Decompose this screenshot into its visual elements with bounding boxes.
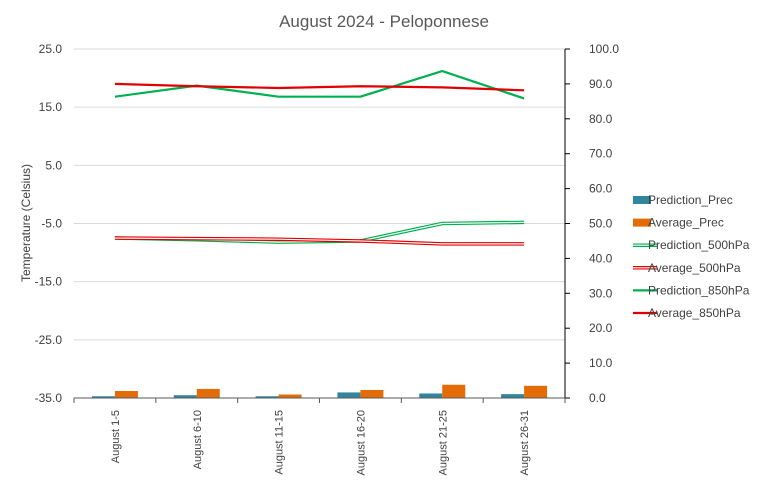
bar-Average_Prec — [360, 389, 384, 398]
legend-label: Average_500hPa — [648, 261, 741, 275]
y2-tick-label: 0.0 — [589, 391, 606, 405]
bar-Average_Prec — [442, 384, 466, 398]
line-Prediction_850hPa — [114, 70, 525, 100]
legend: Prediction_Prec Average_Prec Prediction_50… — [633, 193, 750, 320]
lines — [114, 70, 525, 246]
legend-label: Average_850hPa — [648, 306, 741, 320]
x-tick-label: August 26-31 — [519, 410, 531, 475]
bar-Average_Prec — [524, 385, 548, 398]
bar-Average_Prec — [114, 391, 138, 398]
line-Average_850hPa — [114, 82, 525, 92]
bar-Prediction_Prec — [91, 396, 115, 398]
bar-Average_Prec — [196, 388, 220, 398]
y-tick-label: 25.0 — [39, 42, 63, 56]
x-tick-label: August 1-5 — [110, 410, 122, 463]
y-tick-label: 5.0 — [45, 158, 62, 172]
bar-Prediction_Prec — [501, 394, 525, 398]
x-tick-label: August 11-15 — [274, 410, 286, 475]
y2-tick-label: 100.0 — [589, 42, 619, 56]
bar-Prediction_Prec — [255, 396, 279, 398]
y2-tick-label: 90.0 — [589, 77, 613, 91]
y2-tick-label: 60.0 — [589, 182, 613, 196]
y-axis-title: Temperature (Celsius) — [19, 164, 33, 282]
legend-label: Prediction_500hPa — [648, 238, 750, 252]
axes: 25.0 15.0 5.0 -5.0 -15.0 -25.0 -35.0 100.0 90.0 8… — [35, 42, 620, 475]
y2-tick-label: 50.0 — [589, 217, 613, 231]
y-tick-label: -15.0 — [35, 275, 63, 289]
y2-tick-label: 40.0 — [589, 251, 613, 265]
y-tick-label: -5.0 — [41, 217, 62, 231]
bar-Average_Prec — [278, 394, 302, 398]
y-tick-label: -25.0 — [35, 333, 63, 347]
bars — [91, 384, 548, 398]
line-inner-Average_500hPa — [114, 237, 525, 245]
y2-tick-label: 20.0 — [589, 321, 613, 335]
y-tick-label: -35.0 — [35, 391, 63, 405]
bar-Prediction_Prec — [337, 392, 361, 398]
y2-tick-label: 30.0 — [589, 286, 613, 300]
legend-swatch — [633, 218, 651, 227]
y-tick-label: 15.0 — [39, 100, 63, 114]
y2-tick-label: 70.0 — [589, 147, 613, 161]
legend-label: Prediction_850hPa — [648, 283, 750, 297]
legend-label: Average_Prec — [648, 216, 724, 230]
bar-Prediction_Prec — [173, 395, 197, 398]
legend-label: Prediction_Prec — [648, 193, 733, 207]
legend-swatch — [633, 196, 651, 204]
x-tick-label: August 6-10 — [192, 410, 204, 469]
x-tick-label: August 16-20 — [355, 410, 367, 475]
y2-tick-label: 80.0 — [589, 112, 613, 126]
chart-title: August 2024 - Peloponnese — [279, 12, 489, 31]
x-tick-label: August 21-25 — [437, 410, 449, 475]
bar-Prediction_Prec — [419, 393, 443, 398]
y2-tick-label: 10.0 — [589, 356, 613, 370]
